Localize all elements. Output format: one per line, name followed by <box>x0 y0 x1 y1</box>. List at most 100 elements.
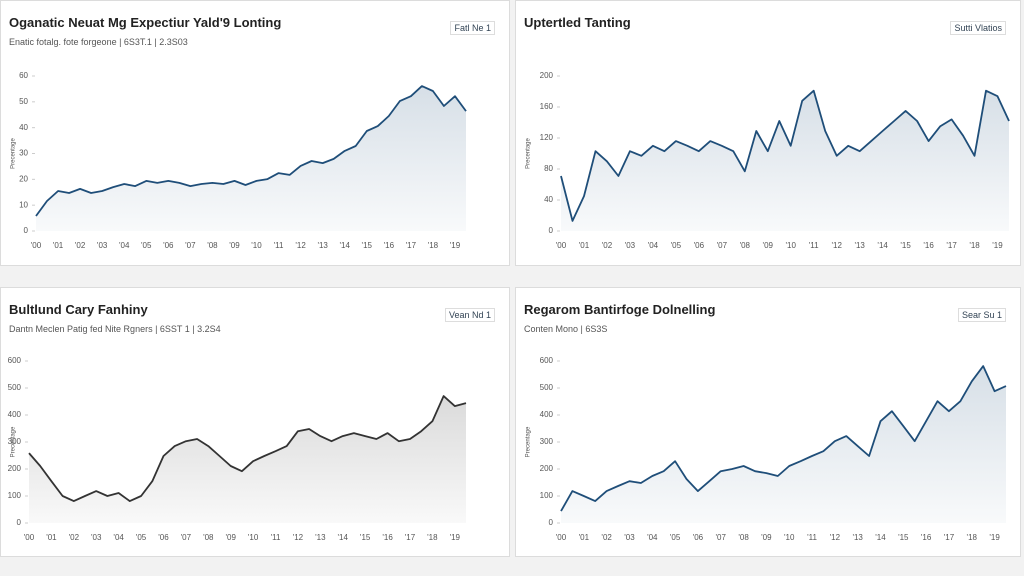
x-tick-label: '14 <box>877 241 888 250</box>
filter-badge[interactable]: Sutti Vlatios <box>950 21 1006 35</box>
x-tick-label: '12 <box>295 241 306 250</box>
chart-panel: 0 10 20 30 40 50 60 Precentage '00 '01 '02 '03 '04 '0… <box>0 0 510 266</box>
y-tick-label: 400 <box>8 410 22 419</box>
x-tick-label: '17 <box>405 533 416 542</box>
x-tick-label: '00 <box>24 533 35 542</box>
chart-subtitle: Conten Mono | 6S3S <box>524 324 608 334</box>
chart-panel: 0 100 200 300 400 500 600 Precentage '00 '01 '02 '0… <box>0 287 510 557</box>
y-tick-label: 40 <box>544 195 553 204</box>
y-tick-label: 100 <box>540 491 554 500</box>
filter-badge[interactable]: Vean Nd 1 <box>444 308 495 322</box>
chart-title: Regarom Bantirfoge Dolnelling <box>524 302 716 317</box>
x-tick-label: '08 <box>207 241 218 250</box>
y-tick-label: 300 <box>540 437 554 446</box>
x-tick-label: '00 <box>31 241 42 250</box>
y-tick-label: 600 <box>8 356 22 365</box>
x-tick-label: '10 <box>248 533 259 542</box>
x-tick-label: '19 <box>450 533 461 542</box>
chart-title: Oganatic Neuat Mg Expectiur Yald'9 Lonti… <box>9 15 282 30</box>
data-line <box>35 85 467 217</box>
x-tick-label: '04 <box>648 241 659 250</box>
x-tick-label: '14 <box>338 533 349 542</box>
x-tick-label: '19 <box>989 533 1000 542</box>
y-tick-label: 40 <box>19 123 28 132</box>
y-tick-label: 10 <box>19 200 28 209</box>
chart: 0 100 200 300 400 500 600 Precentage '00 '01 '02 '0… <box>526 356 1007 542</box>
x-tick-label: '08 <box>203 533 214 542</box>
x-tick-label: '18 <box>969 241 980 250</box>
y-tick-label: 120 <box>540 133 554 142</box>
x-tick-label: '04 <box>119 241 130 250</box>
x-tick-label: '13 <box>854 241 865 250</box>
x-tick-label: '06 <box>693 533 704 542</box>
x-tick-label: '12 <box>293 533 304 542</box>
x-tick-label: '03 <box>97 241 108 250</box>
x-tick-label: '11 <box>271 533 281 542</box>
x-tick-label: '05 <box>136 533 147 542</box>
filter-badge[interactable]: Sear Su 1 <box>957 308 1006 322</box>
filter-badge[interactable]: Fatl Ne 1 <box>450 21 495 35</box>
y-tick-label: 400 <box>540 410 554 419</box>
y-tick-label: 200 <box>540 464 554 473</box>
x-tick-label: '15 <box>898 533 909 542</box>
x-tick-label: '10 <box>251 241 262 250</box>
x-tick-label: '07 <box>716 533 727 542</box>
x-tick-label: '03 <box>91 533 102 542</box>
x-tick-label: '04 <box>647 533 658 542</box>
area-fill <box>561 366 1006 523</box>
y-axis-label: Precentage <box>11 138 17 169</box>
x-tick-label: '09 <box>761 533 772 542</box>
chart-subtitle: Enatic fotalg. fote forgeone | 6S3T.1 | … <box>9 37 188 47</box>
chart-panel: 0 100 200 300 400 500 600 Precentage '00 '01 '02 '0… <box>515 287 1021 557</box>
y-tick-label: 0 <box>549 226 554 235</box>
x-tick-label: '10 <box>786 241 797 250</box>
chart: 0 100 200 300 400 500 600 Precentage '00 '01 '02 '0… <box>8 356 467 542</box>
chart: 0 10 20 30 40 50 60 Precentage '00 '01 '02 '03 '04 '0… <box>11 71 467 250</box>
x-tick-label: '18 <box>967 533 978 542</box>
data-line <box>560 365 1007 512</box>
x-tick-label: '12 <box>830 533 841 542</box>
y-tick-label: 500 <box>540 383 554 392</box>
x-tick-label: '11 <box>807 533 817 542</box>
area-fill <box>561 90 1009 231</box>
y-tick-label: 500 <box>8 383 22 392</box>
x-tick-label: '02 <box>602 241 613 250</box>
x-tick-label: '17 <box>406 241 417 250</box>
x-tick-label: '18 <box>427 533 438 542</box>
x-tick-label: '05 <box>141 241 152 250</box>
x-tick-label: '14 <box>339 241 350 250</box>
chart-subtitle: Dantn Meclen Patig fed Nite Rgners | 6SS… <box>9 324 221 334</box>
y-tick-label: 80 <box>544 164 553 173</box>
y-tick-label: 60 <box>19 71 28 80</box>
x-tick-label: '01 <box>579 533 590 542</box>
y-tick-label: 200 <box>8 464 22 473</box>
x-tick-label: '02 <box>601 533 612 542</box>
x-tick-label: '05 <box>671 241 682 250</box>
x-tick-label: '01 <box>53 241 64 250</box>
x-tick-label: '08 <box>740 241 751 250</box>
x-tick-label: '09 <box>225 533 236 542</box>
x-tick-label: '17 <box>946 241 957 250</box>
area-fill <box>36 86 466 231</box>
x-tick-label: '05 <box>670 533 681 542</box>
x-tick-label: '13 <box>317 241 328 250</box>
x-tick-label: '10 <box>784 533 795 542</box>
y-tick-label: 20 <box>19 174 28 183</box>
x-tick-label: '07 <box>181 533 192 542</box>
y-axis-label: Precentage <box>11 426 17 457</box>
y-tick-label: 0 <box>24 226 29 235</box>
y-tick-label: 0 <box>17 518 22 527</box>
x-tick-label: '04 <box>113 533 124 542</box>
x-tick-label: '00 <box>556 241 567 250</box>
x-tick-label: '09 <box>763 241 774 250</box>
x-tick-label: '13 <box>852 533 863 542</box>
x-tick-label: '16 <box>382 533 393 542</box>
x-tick-label: '01 <box>579 241 590 250</box>
x-tick-label: '14 <box>875 533 886 542</box>
x-tick-label: '01 <box>46 533 57 542</box>
x-tick-label: '06 <box>694 241 705 250</box>
y-tick-label: 200 <box>540 71 554 80</box>
y-axis-label: Precentage <box>526 138 532 169</box>
x-tick-label: '18 <box>428 241 439 250</box>
